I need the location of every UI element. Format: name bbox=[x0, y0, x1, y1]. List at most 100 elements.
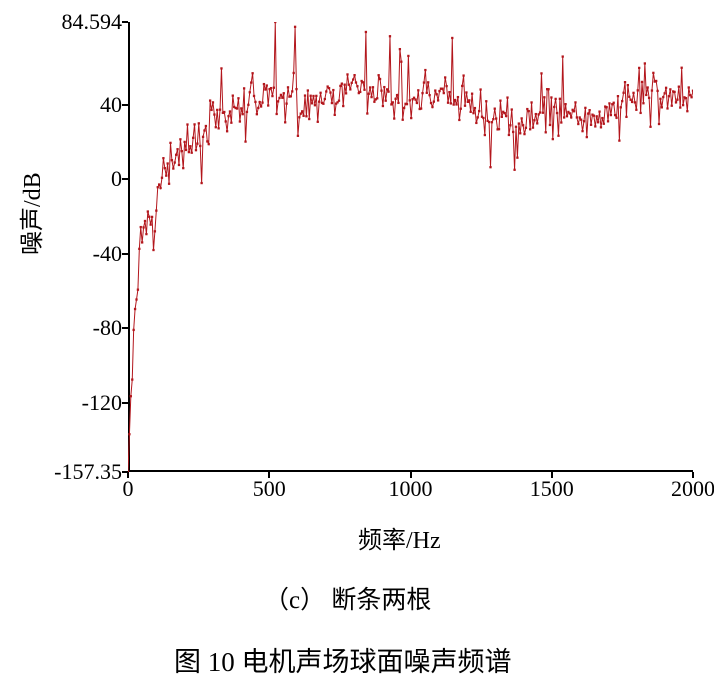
spectrum-marker bbox=[294, 26, 296, 28]
spectrum-marker bbox=[317, 121, 319, 123]
spectrum-marker bbox=[451, 37, 453, 39]
spectrum-marker bbox=[352, 78, 354, 80]
spectrum-marker bbox=[529, 128, 531, 130]
spectrum-marker bbox=[341, 83, 343, 85]
spectrum-marker bbox=[172, 167, 174, 169]
spectrum-marker bbox=[472, 112, 474, 114]
y-tick-label: 84.594 bbox=[62, 9, 129, 35]
spectrum-marker bbox=[271, 95, 273, 97]
spectrum-marker bbox=[543, 96, 545, 98]
spectrum-marker bbox=[353, 74, 355, 76]
spectrum-marker bbox=[318, 101, 320, 103]
spectrum-marker bbox=[198, 122, 200, 124]
spectrum-marker bbox=[563, 116, 565, 118]
spectrum-marker bbox=[647, 86, 649, 88]
spectrum-marker bbox=[651, 89, 653, 91]
spectrum-marker bbox=[365, 31, 367, 33]
y-axis-label: 噪声/dB bbox=[12, 172, 47, 255]
spectrum-marker bbox=[203, 129, 205, 131]
x-tick-mark bbox=[268, 472, 270, 478]
spectrum-marker bbox=[692, 90, 693, 92]
spectrum-marker bbox=[564, 103, 566, 105]
spectrum-marker bbox=[545, 131, 547, 133]
spectrum-marker bbox=[554, 98, 556, 100]
spectrum-marker bbox=[532, 126, 534, 128]
plot-area: -157.35-120-80-4004084.59405001000150020… bbox=[128, 22, 693, 472]
spectrum-marker bbox=[140, 226, 142, 228]
figure-container: { "layout": { "canvas_width": 714, "canv… bbox=[0, 0, 714, 694]
spectrum-marker bbox=[315, 95, 317, 97]
spectrum-marker bbox=[141, 241, 143, 243]
spectrum-marker bbox=[174, 161, 176, 163]
spectrum-marker bbox=[615, 117, 617, 119]
spectrum-marker bbox=[438, 90, 440, 92]
spectrum-marker bbox=[570, 116, 572, 118]
spectrum-marker bbox=[523, 133, 525, 135]
spectrum-marker bbox=[196, 142, 198, 144]
spectrum-marker bbox=[175, 154, 177, 156]
spectrum-marker bbox=[406, 103, 408, 105]
spectrum-marker bbox=[430, 102, 432, 104]
y-tick-mark bbox=[122, 327, 128, 329]
spectrum-marker bbox=[171, 159, 173, 161]
spectrum-marker bbox=[409, 99, 411, 101]
spectrum-marker bbox=[613, 102, 615, 104]
spectrum-marker bbox=[254, 101, 256, 103]
spectrum-marker bbox=[596, 115, 598, 117]
spectrum-marker bbox=[225, 120, 227, 122]
spectrum-marker bbox=[621, 100, 623, 102]
spectrum-marker bbox=[664, 92, 666, 94]
spectrum-marker bbox=[223, 111, 225, 113]
spectrum-marker bbox=[270, 87, 272, 89]
spectrum-marker bbox=[237, 97, 239, 99]
spectrum-marker bbox=[178, 164, 180, 166]
spectrum-marker bbox=[130, 395, 132, 397]
spectrum-marker bbox=[397, 102, 399, 104]
spectrum-marker bbox=[161, 177, 163, 179]
spectrum-marker bbox=[665, 87, 667, 89]
spectrum-marker bbox=[620, 106, 622, 108]
spectrum-marker bbox=[583, 120, 585, 122]
spectrum-marker bbox=[586, 136, 588, 138]
spectrum-marker bbox=[208, 143, 210, 145]
spectrum-marker bbox=[144, 220, 146, 222]
spectrum-marker bbox=[251, 72, 253, 74]
y-tick-mark bbox=[122, 253, 128, 255]
spectrum-marker bbox=[475, 122, 477, 124]
spectrum-marker bbox=[162, 157, 164, 159]
spectrum-marker bbox=[355, 81, 357, 83]
spectrum-marker bbox=[135, 298, 137, 300]
spectrum-marker bbox=[488, 121, 490, 123]
spectrum-marker bbox=[584, 107, 586, 109]
spectrum-marker bbox=[424, 69, 426, 71]
spectrum-marker bbox=[689, 94, 691, 96]
spectrum-marker bbox=[587, 112, 589, 114]
spectrum-marker bbox=[145, 233, 147, 235]
x-tick-mark bbox=[410, 472, 412, 478]
spectrum-marker bbox=[632, 92, 634, 94]
spectrum-marker bbox=[249, 91, 251, 93]
spectrum-marker bbox=[590, 124, 592, 126]
spectrum-marker bbox=[455, 103, 457, 105]
spectrum-marker bbox=[376, 97, 378, 99]
spectrum-marker bbox=[308, 118, 310, 120]
spectrum-marker bbox=[322, 103, 324, 105]
spectrum-marker bbox=[464, 105, 466, 107]
spectrum-marker bbox=[212, 101, 214, 103]
spectrum-marker bbox=[307, 89, 309, 91]
spectrum-marker bbox=[553, 106, 555, 108]
spectrum-marker bbox=[536, 122, 538, 124]
spectrum-marker bbox=[494, 108, 496, 110]
spectrum-marker bbox=[639, 112, 641, 114]
spectrum-marker bbox=[410, 117, 412, 119]
spectrum-marker bbox=[283, 92, 285, 94]
spectrum-marker bbox=[195, 149, 197, 151]
spectrum-marker bbox=[498, 128, 500, 130]
spectrum-marker bbox=[383, 86, 385, 88]
spectrum-marker bbox=[576, 116, 578, 118]
spectrum-line bbox=[128, 22, 693, 472]
spectrum-marker bbox=[598, 110, 600, 112]
spectrum-marker bbox=[608, 102, 610, 104]
spectrum-marker bbox=[202, 136, 204, 138]
spectrum-marker bbox=[359, 91, 361, 93]
